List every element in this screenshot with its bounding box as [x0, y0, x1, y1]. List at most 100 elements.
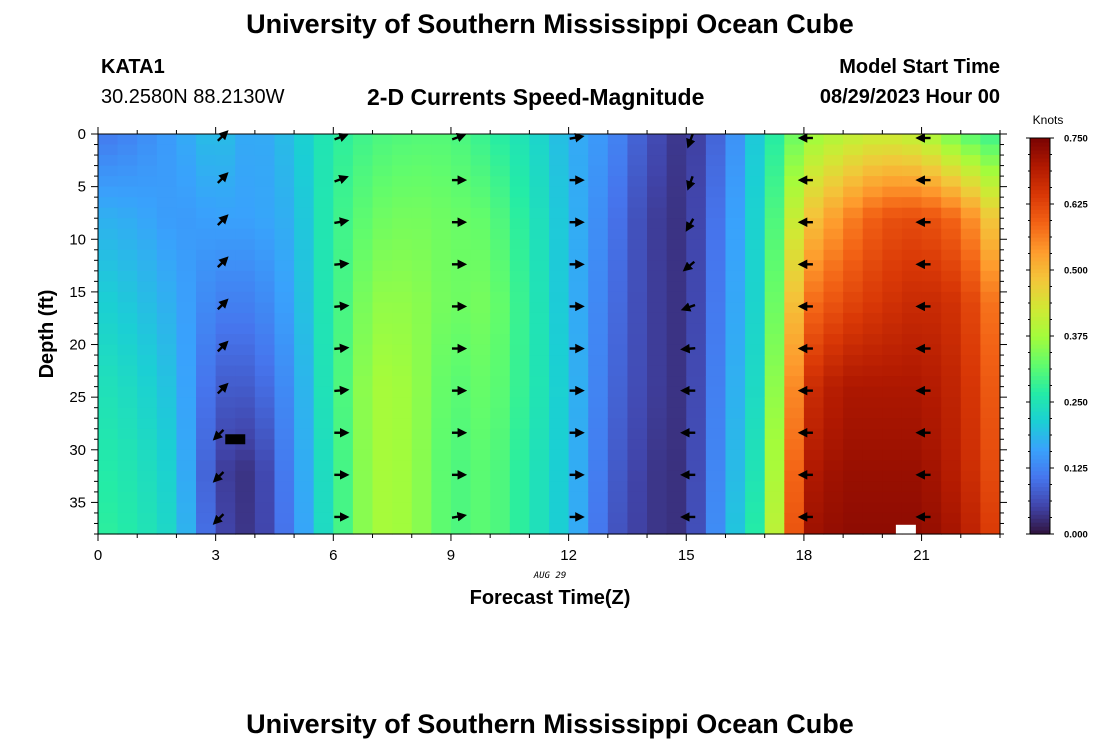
heatmap-cell [196, 449, 217, 461]
heatmap-cell [529, 155, 550, 167]
colorbar-tick-label: 0.750 [1064, 134, 1088, 145]
heatmap-cell [529, 523, 550, 535]
heatmap-cell [294, 207, 315, 219]
heatmap-cell [705, 281, 727, 293]
heatmap-cell [980, 386, 1001, 398]
heatmap-cell [882, 418, 903, 430]
heatmap-cell [784, 386, 805, 398]
heatmap-cell [490, 481, 511, 493]
heatmap-cell [529, 344, 550, 356]
colorbar-band [1030, 153, 1050, 159]
heatmap-cell [882, 144, 903, 156]
heatmap-cell [137, 481, 158, 493]
colorbar-band [1030, 454, 1050, 460]
heatmap-cell [117, 439, 138, 451]
heatmap-cell [568, 365, 589, 377]
heatmap-cell [960, 523, 981, 535]
heatmap-cell [411, 281, 432, 293]
heatmap-cell [529, 176, 550, 188]
heatmap-cell [803, 344, 825, 356]
heatmap-cell [549, 155, 570, 167]
heatmap-cell [862, 134, 883, 146]
heatmap-cell [392, 239, 413, 251]
heatmap-cell [509, 218, 530, 230]
heatmap-cell [352, 502, 374, 514]
heatmap-cell [529, 355, 550, 367]
heatmap-cell [215, 323, 236, 335]
heatmap-cell [411, 512, 432, 525]
heatmap-cell [627, 239, 648, 251]
heatmap-cell [215, 144, 236, 156]
heatmap-cell [411, 228, 432, 240]
heatmap-cell [666, 449, 687, 461]
heatmap-cell [764, 281, 785, 293]
heatmap-cell [254, 144, 276, 156]
y-tick-label: 5 [78, 179, 86, 196]
heatmap-cell [705, 386, 727, 398]
heatmap-cell [450, 176, 472, 188]
heatmap-cell [431, 428, 452, 440]
heatmap-cell [843, 165, 864, 177]
heatmap-cell [352, 260, 374, 272]
heatmap-cell [196, 481, 217, 493]
heatmap-cell [647, 144, 668, 156]
heatmap-cell [470, 502, 491, 514]
heatmap-cell [254, 449, 276, 461]
heatmap-cell [294, 376, 315, 388]
heatmap-cell [254, 155, 276, 167]
heatmap-cell [607, 470, 629, 482]
heatmap-cell [352, 407, 374, 419]
colorbar-band [1030, 427, 1050, 432]
heatmap-cell [431, 270, 452, 282]
x-tick-label: 9 [447, 547, 455, 564]
heatmap-cell [215, 197, 236, 209]
heatmap-cell [392, 512, 413, 525]
heatmap-cell [313, 186, 334, 198]
heatmap-cell [470, 418, 491, 430]
heatmap-cell [470, 165, 491, 177]
heatmap-cell [529, 239, 550, 251]
heatmap-cell [803, 207, 825, 219]
heatmap-cell [980, 239, 1001, 251]
heatmap-cell [411, 134, 432, 146]
heatmap-cell [529, 439, 550, 451]
heatmap-cell [117, 418, 138, 430]
heatmap-cell [764, 291, 785, 304]
heatmap-cell [196, 428, 217, 440]
heatmap-cell [745, 407, 766, 419]
heatmap-cell [980, 302, 1001, 314]
heatmap-cell [960, 481, 981, 493]
heatmap-cell [862, 218, 883, 230]
heatmap-cell [666, 460, 687, 472]
heatmap-cell [117, 523, 138, 535]
heatmap-cell [156, 397, 178, 409]
heatmap-cell [176, 239, 197, 251]
heatmap-cell [941, 355, 962, 367]
heatmap-cell [843, 176, 864, 188]
heatmap-cell [666, 439, 687, 451]
heatmap-cell [882, 491, 903, 504]
heatmap-cell [549, 249, 570, 261]
heatmap-cell [607, 197, 629, 209]
heatmap-cell [529, 281, 550, 293]
heatmap-cell [823, 291, 844, 304]
heatmap-cell [882, 281, 903, 293]
heatmap-cell [333, 365, 354, 377]
heatmap-cell [862, 302, 883, 314]
heatmap-cell [686, 344, 707, 356]
heatmap-cell [843, 291, 864, 304]
heatmap-cell [607, 428, 629, 440]
heatmap-cell [862, 449, 883, 461]
heatmap-cell [666, 344, 687, 356]
heatmap-cell [745, 502, 766, 514]
heatmap-cell [352, 323, 374, 335]
heatmap-cell [450, 407, 472, 419]
heatmap-cell [431, 197, 452, 209]
heatmap-cell [137, 134, 158, 146]
heatmap-cell [745, 523, 766, 535]
heatmap-cell [117, 186, 138, 198]
heatmap-cell [568, 281, 589, 293]
heatmap-cell [803, 197, 825, 209]
heatmap-cell [352, 155, 374, 167]
heatmap-cell [705, 502, 727, 514]
